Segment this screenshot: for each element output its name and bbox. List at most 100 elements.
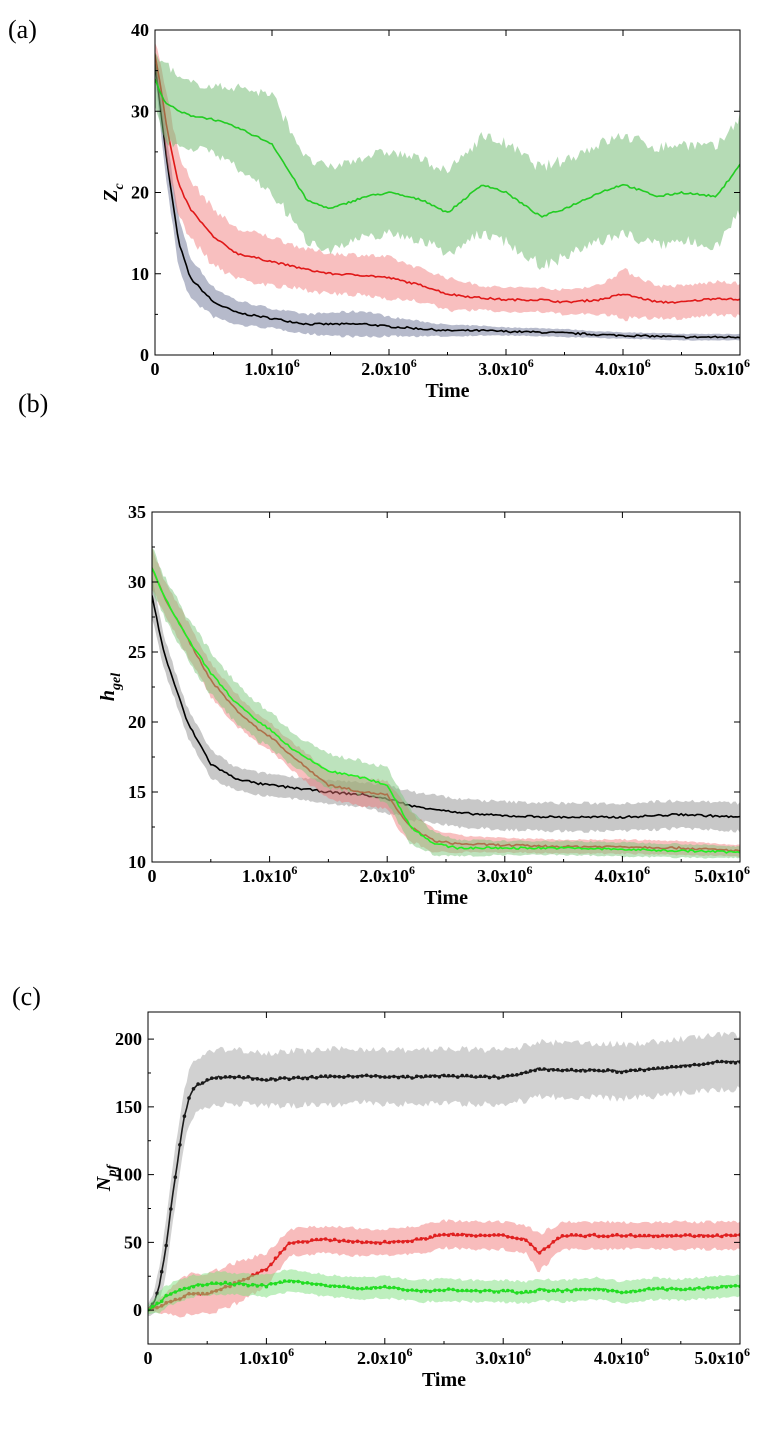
series-point-0 [360, 1074, 364, 1078]
x-tick-label: 1.0x106 [239, 1345, 295, 1368]
series-point-0 [610, 1069, 615, 1073]
series-point-2 [355, 1286, 360, 1291]
series-point-0 [273, 1078, 278, 1082]
series-point-0 [396, 1075, 401, 1080]
series-point-0 [214, 1076, 219, 1080]
series-point-1 [301, 1240, 305, 1244]
series-point-2 [715, 1286, 719, 1290]
series-point-2 [601, 1288, 606, 1292]
y-tick-label: 40 [131, 20, 149, 40]
series-point-1 [437, 1233, 442, 1237]
series-point-1 [533, 1247, 537, 1251]
series-point-1 [551, 1240, 556, 1244]
chart-panel-a: (a)0 1.0x106 2.0x106 3.0x106 4.0x106 5.0x1060… [8, 15, 750, 402]
series-point-2 [346, 1285, 351, 1289]
series-point-1 [642, 1233, 647, 1238]
series-point-2 [373, 1286, 378, 1290]
series-point-1 [369, 1240, 373, 1245]
series-point-1 [305, 1240, 310, 1244]
series-point-2 [296, 1279, 301, 1284]
series-point-2 [314, 1282, 319, 1287]
series-point-0 [319, 1074, 323, 1079]
series-point-0 [169, 1207, 173, 1211]
series-point-0 [392, 1074, 396, 1079]
series-point-0 [378, 1075, 383, 1079]
series-point-0 [710, 1061, 715, 1065]
x-tick-label-text: 2.0x10 [361, 359, 411, 379]
x-tick-label-exponent: 6 [411, 356, 417, 370]
series-point-2 [232, 1283, 237, 1287]
series-point-0 [228, 1075, 232, 1079]
series-line-1 [155, 54, 740, 304]
series-point-2 [569, 1289, 574, 1294]
series-point-0 [592, 1068, 597, 1073]
series-point-2 [369, 1286, 373, 1291]
series-point-2 [310, 1282, 314, 1286]
series-point-2 [323, 1283, 328, 1288]
series-point-0 [633, 1068, 638, 1073]
series-point-1 [660, 1233, 665, 1238]
series-point-0 [383, 1075, 387, 1079]
panel-label: (c) [12, 982, 41, 1011]
series-point-1 [278, 1251, 282, 1255]
series-point-0 [560, 1068, 565, 1073]
series-point-2 [396, 1286, 401, 1291]
series-point-0 [296, 1075, 301, 1080]
series-point-2 [414, 1288, 419, 1293]
series-point-1 [519, 1237, 524, 1241]
x-tick-label: 5.0x106 [695, 1345, 751, 1368]
series-point-0 [542, 1067, 546, 1071]
x-tick-label-exponent: 6 [744, 356, 750, 370]
series-point-2 [692, 1287, 697, 1291]
series-point-0 [601, 1069, 606, 1073]
series-point-0 [287, 1077, 292, 1082]
series-point-2 [565, 1288, 569, 1292]
series-point-2 [501, 1288, 506, 1293]
x-axis-label: Time [425, 380, 469, 402]
series-point-2 [729, 1284, 733, 1289]
series-point-0 [720, 1059, 724, 1064]
series-point-0 [510, 1073, 515, 1077]
series-point-2 [560, 1289, 565, 1294]
series-point-0 [583, 1069, 587, 1073]
series-point-0 [665, 1065, 669, 1070]
series-point-2 [537, 1287, 542, 1292]
series-point-2 [159, 1299, 164, 1303]
series-point-2 [332, 1284, 337, 1288]
series-point-0 [733, 1061, 738, 1065]
series-point-2 [633, 1289, 638, 1294]
series-point-0 [496, 1076, 501, 1080]
series-point-1 [401, 1240, 405, 1244]
series-point-0 [328, 1074, 333, 1078]
series-point-0 [159, 1269, 164, 1274]
x-tick-label-exponent: 6 [744, 1345, 750, 1359]
series-point-1 [710, 1234, 715, 1238]
series-point-1 [542, 1247, 546, 1251]
series-point-0 [478, 1074, 483, 1079]
series-point-0 [455, 1075, 460, 1079]
series-point-1 [669, 1234, 674, 1238]
series-point-2 [578, 1287, 583, 1292]
y-tick-label: 200 [115, 1029, 142, 1049]
series-point-0 [533, 1068, 537, 1073]
series-point-1 [342, 1238, 346, 1243]
series-point-0 [487, 1075, 492, 1080]
series-point-0 [414, 1074, 419, 1079]
series-point-1 [405, 1239, 410, 1244]
series-point-0 [191, 1087, 196, 1091]
series-point-2 [515, 1291, 519, 1295]
series-point-2 [446, 1287, 451, 1291]
series-point-2 [619, 1290, 624, 1295]
series-point-0 [587, 1068, 592, 1072]
series-band-0 [152, 573, 740, 833]
series-point-1 [451, 1232, 455, 1237]
series-point-1 [287, 1241, 292, 1246]
series-point-2 [155, 1301, 159, 1306]
series-point-0 [323, 1074, 328, 1078]
y-axis-label-subscript: c [112, 183, 127, 190]
series-point-2 [433, 1288, 437, 1293]
series-point-0 [282, 1076, 287, 1080]
series-point-0 [255, 1077, 260, 1081]
series-point-0 [474, 1075, 478, 1079]
x-tick-label: 3.0x106 [477, 863, 533, 886]
